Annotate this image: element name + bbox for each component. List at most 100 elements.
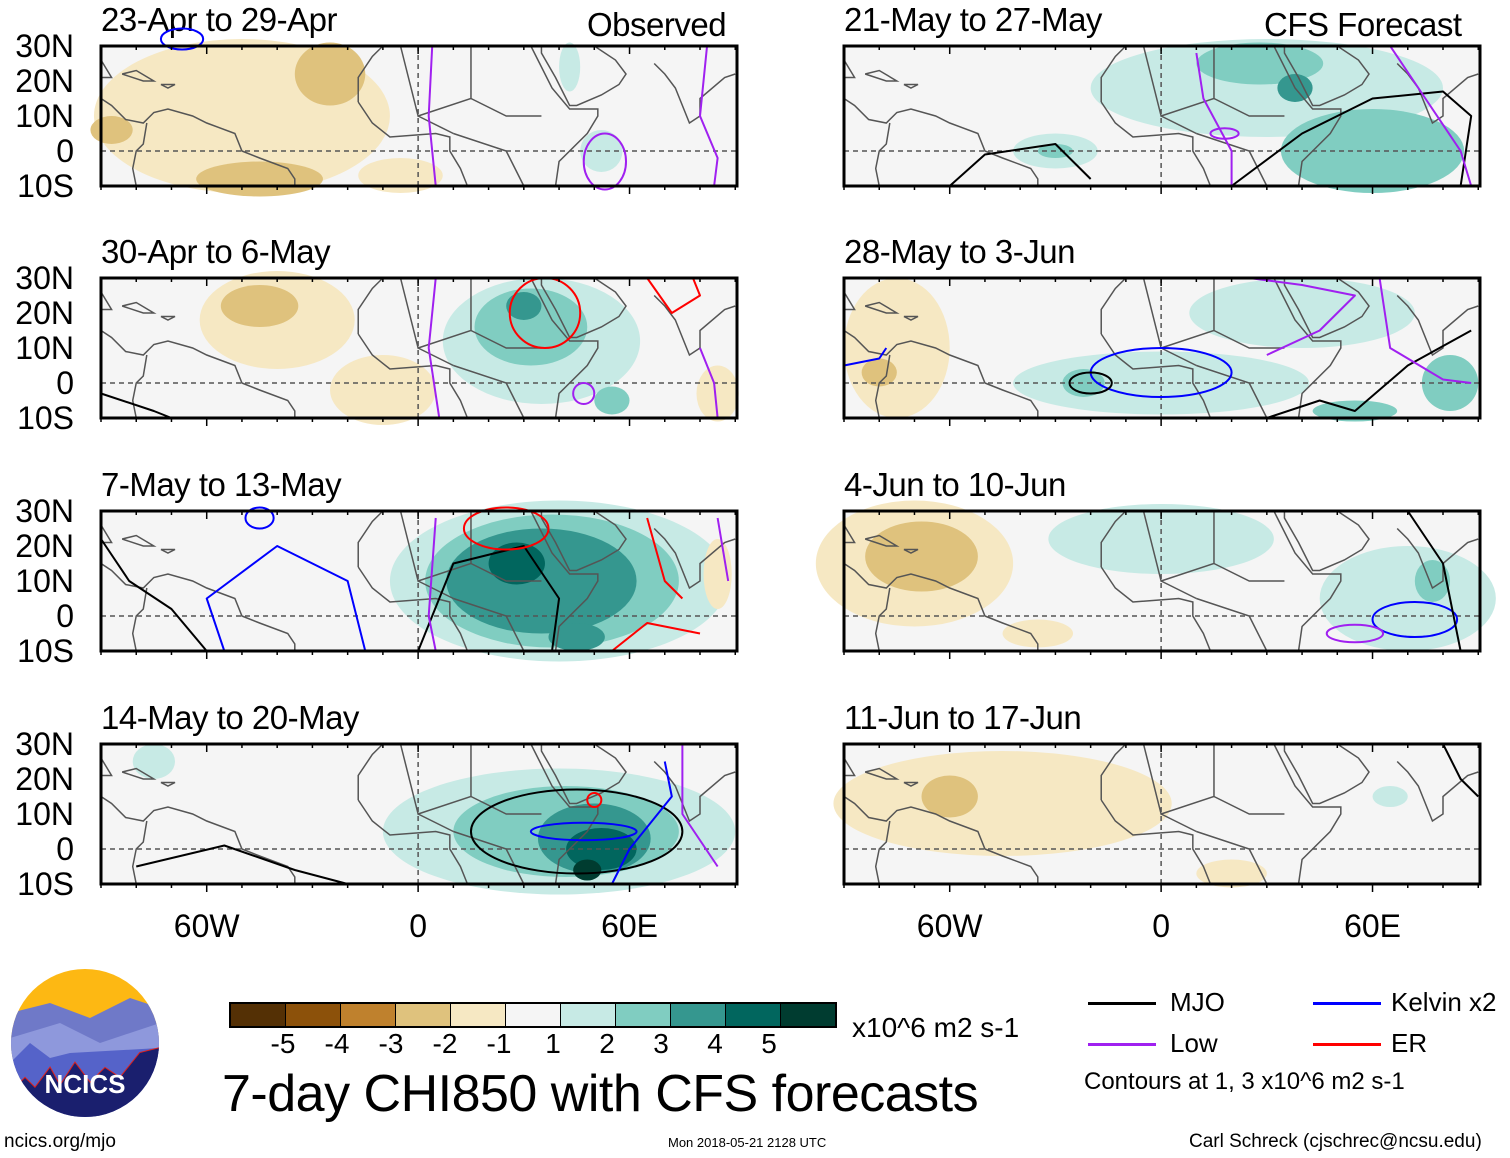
- coastline: [160, 781, 176, 787]
- coastline: [100, 291, 113, 311]
- coastline: [903, 83, 919, 89]
- coastline: [653, 527, 736, 590]
- anomaly-region: [696, 365, 739, 422]
- colorbar-label: -4: [324, 1028, 350, 1059]
- colorbar-label: 4: [707, 1028, 723, 1059]
- coastline: [399, 743, 472, 815]
- lat-label: 0: [56, 365, 74, 401]
- anomaly-region: [1189, 278, 1415, 348]
- coastline: [357, 799, 469, 885]
- coastline: [843, 562, 1039, 651]
- coastline: [1160, 813, 1197, 833]
- map-frame: [842, 742, 1482, 886]
- colorbar-label: -5: [270, 1028, 296, 1059]
- map-panel: [99, 271, 739, 426]
- low-contour: [1209, 127, 1240, 140]
- mjo-contour: [417, 545, 561, 652]
- coastline: [357, 743, 384, 800]
- coastline: [160, 83, 176, 89]
- kelvin-contour: [159, 27, 205, 51]
- map-panel: [842, 276, 1482, 426]
- coastline: [1160, 580, 1197, 600]
- coastline: [530, 277, 599, 419]
- footer-author: Carl Schreck (cjschrec@ncsu.edu): [1189, 1131, 1482, 1152]
- coastline: [131, 587, 148, 652]
- legend-mjo-line: [1088, 1002, 1156, 1005]
- lat-label: 20N: [15, 295, 74, 331]
- coastline: [874, 122, 891, 187]
- colorbar-swatch: [671, 1004, 726, 1026]
- coastline: [417, 347, 454, 367]
- map-frame: [99, 742, 739, 886]
- anomaly-region: [1196, 42, 1324, 85]
- colorbar-label: 5: [761, 1028, 777, 1059]
- coastline: [540, 743, 627, 805]
- coastline: [1100, 45, 1127, 102]
- coastline: [357, 333, 469, 419]
- figure-title: 7-day CHI850 with CFS forecasts: [222, 1065, 979, 1123]
- coastline: [540, 45, 627, 107]
- coastline: [864, 69, 900, 82]
- anomaly-region: [1372, 786, 1408, 807]
- anomaly-region: [330, 355, 436, 425]
- panel-title: 28-May to 3-Jun: [844, 233, 1075, 270]
- kelvin-contour: [843, 347, 888, 367]
- colorbar-swatch: [726, 1004, 781, 1026]
- coastline: [1396, 294, 1479, 357]
- map-panel: [99, 500, 739, 662]
- low-contour: [681, 744, 719, 868]
- map-panel: [99, 742, 739, 895]
- coastline: [1100, 333, 1212, 419]
- coastline: [1273, 277, 1342, 419]
- low-contour: [1378, 277, 1472, 384]
- coastline: [1100, 510, 1127, 567]
- coastline: [1273, 510, 1342, 652]
- colorbar-swatch: [451, 1004, 506, 1026]
- map-frame: [99, 44, 739, 188]
- coastline: [843, 329, 1039, 418]
- map-panel: [90, 27, 739, 197]
- panel-title: 21-May to 27-May: [844, 1, 1102, 38]
- colorbar-swatch: [616, 1004, 671, 1026]
- mjo-contour: [1230, 90, 1473, 187]
- map-frame: [842, 44, 1482, 188]
- low-contour: [1325, 623, 1385, 644]
- coastline: [121, 534, 157, 547]
- coastline: [530, 510, 599, 652]
- panel-title: 14-May to 20-May: [101, 699, 359, 736]
- coastline: [121, 301, 157, 314]
- anomaly-region: [1002, 619, 1074, 648]
- legend-kelvin: Kelvin x2: [1391, 987, 1497, 1017]
- coastline: [843, 97, 1039, 186]
- coastline: [470, 562, 542, 582]
- coastline: [160, 315, 176, 321]
- coastline: [843, 59, 856, 79]
- colorbar-swatch: [506, 1004, 561, 1026]
- coastline: [357, 101, 469, 187]
- coastline: [1213, 562, 1285, 582]
- coastline: [417, 115, 454, 135]
- contour-note: Contours at 1, 3 x10^6 m2 s-1: [1084, 1068, 1405, 1095]
- coastline: [470, 795, 542, 815]
- anomaly-region: [358, 158, 443, 193]
- coastline: [399, 277, 472, 349]
- kelvin-contour: [529, 821, 638, 842]
- coastline: [1160, 347, 1197, 367]
- panel-title: 23-Apr to 29-Apr: [101, 1, 337, 38]
- coastline: [540, 277, 627, 339]
- legend-kelvin-line: [1313, 1002, 1381, 1005]
- anomaly-region: [559, 42, 581, 92]
- map-panel: [842, 39, 1482, 194]
- lat-label: 0: [56, 598, 74, 634]
- coastline: [470, 97, 542, 117]
- anomaly-region: [294, 42, 366, 106]
- coastline: [1283, 45, 1370, 107]
- coastline: [1273, 743, 1342, 885]
- anomaly-region: [488, 542, 545, 585]
- footer-url[interactable]: ncics.org/mjo: [4, 1131, 116, 1152]
- legend-mjo: MJO: [1170, 987, 1225, 1017]
- anomaly-region: [196, 161, 323, 197]
- kelvin-contour: [1371, 601, 1459, 638]
- colorbar-label: -2: [432, 1028, 458, 1059]
- mjo-contour: [1266, 329, 1472, 419]
